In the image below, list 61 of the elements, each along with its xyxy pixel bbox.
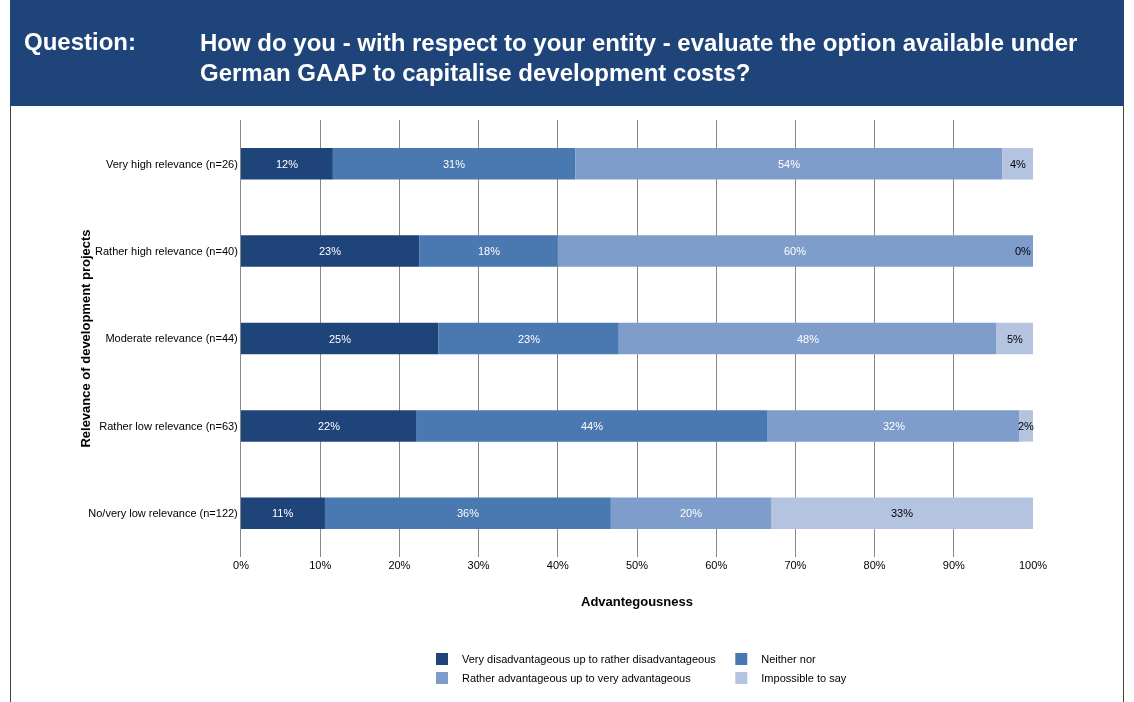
- y-tick-label: Rather high relevance (n=40): [95, 244, 238, 257]
- y-tick-label: Moderate relevance (n=44): [105, 332, 238, 345]
- x-tick-label: 0%: [233, 559, 250, 571]
- data-label: 4%: [1010, 158, 1027, 170]
- data-label: 23%: [319, 245, 342, 257]
- x-tick-label: 10%: [309, 559, 332, 571]
- x-tick-label: 100%: [1018, 559, 1048, 571]
- bar: [324, 497, 611, 530]
- x-tick-label: 20%: [388, 559, 411, 571]
- legend-label: Rather advantageous up to very advantageous: [462, 672, 692, 685]
- bar: [610, 497, 772, 530]
- x-tick-label: 50%: [625, 559, 649, 571]
- bar: [575, 147, 1003, 180]
- data-label: 44%: [581, 420, 604, 432]
- y-axis-title: Relevance of development projects: [78, 229, 94, 448]
- y-tick-label: Very high relevance (n=26): [106, 157, 238, 170]
- x-tick-label: 90%: [942, 559, 966, 571]
- x-tick-label: 80%: [863, 559, 886, 571]
- data-label: 54%: [778, 158, 801, 170]
- bar: [557, 235, 1033, 267]
- y-tick-label: Rather low relevance (n=63): [99, 419, 238, 432]
- data-label: 60%: [784, 245, 807, 257]
- bar: [618, 322, 997, 355]
- bar: [241, 235, 420, 267]
- x-tick-label: 70%: [784, 559, 807, 571]
- data-label: 36%: [457, 507, 480, 519]
- bar: [241, 497, 325, 530]
- legend-label: Impossible to say: [761, 672, 847, 685]
- bar: [241, 322, 439, 355]
- x-axis-title: Advantegousness: [581, 594, 693, 609]
- legend-label: Very disadvantageous up to rather disadvantageous: [462, 653, 717, 666]
- x-tick-label: 60%: [705, 559, 728, 571]
- data-label: 22%: [318, 420, 341, 432]
- data-label: 2%: [1018, 420, 1035, 432]
- bar: [241, 410, 417, 442]
- x-tick-label: 30%: [467, 559, 490, 571]
- bar: [241, 147, 333, 180]
- bar: [332, 147, 576, 180]
- data-label: 25%: [329, 333, 352, 345]
- bar: [771, 497, 1033, 530]
- chart-subtitle: How do you - with respect to your entity - evaluate the option available under German GAAP to capitalise development costs?: [200, 28, 1079, 88]
- bar: [419, 235, 558, 267]
- data-label: 48%: [797, 333, 820, 345]
- x-tick-label: 40%: [546, 559, 570, 571]
- data-label: 23%: [518, 333, 541, 345]
- data-label: 32%: [883, 420, 906, 432]
- bar: [438, 322, 619, 355]
- chart-title: Question:: [24, 28, 137, 57]
- bar: [1002, 147, 1033, 180]
- data-label: 33%: [891, 507, 914, 519]
- y-tick-label: No/very low relevance (n=122): [88, 507, 238, 520]
- data-label: 12%: [276, 158, 299, 170]
- data-label: 20%: [680, 507, 703, 519]
- data-label: 18%: [478, 245, 501, 257]
- data-label: 0%: [1015, 245, 1032, 257]
- data-label: 31%: [443, 158, 466, 170]
- legend-label: Neither nor: [761, 653, 817, 666]
- bar: [767, 410, 1020, 442]
- data-label: 5%: [1007, 333, 1024, 345]
- data-label: 11%: [272, 507, 294, 519]
- bar: [416, 410, 768, 442]
